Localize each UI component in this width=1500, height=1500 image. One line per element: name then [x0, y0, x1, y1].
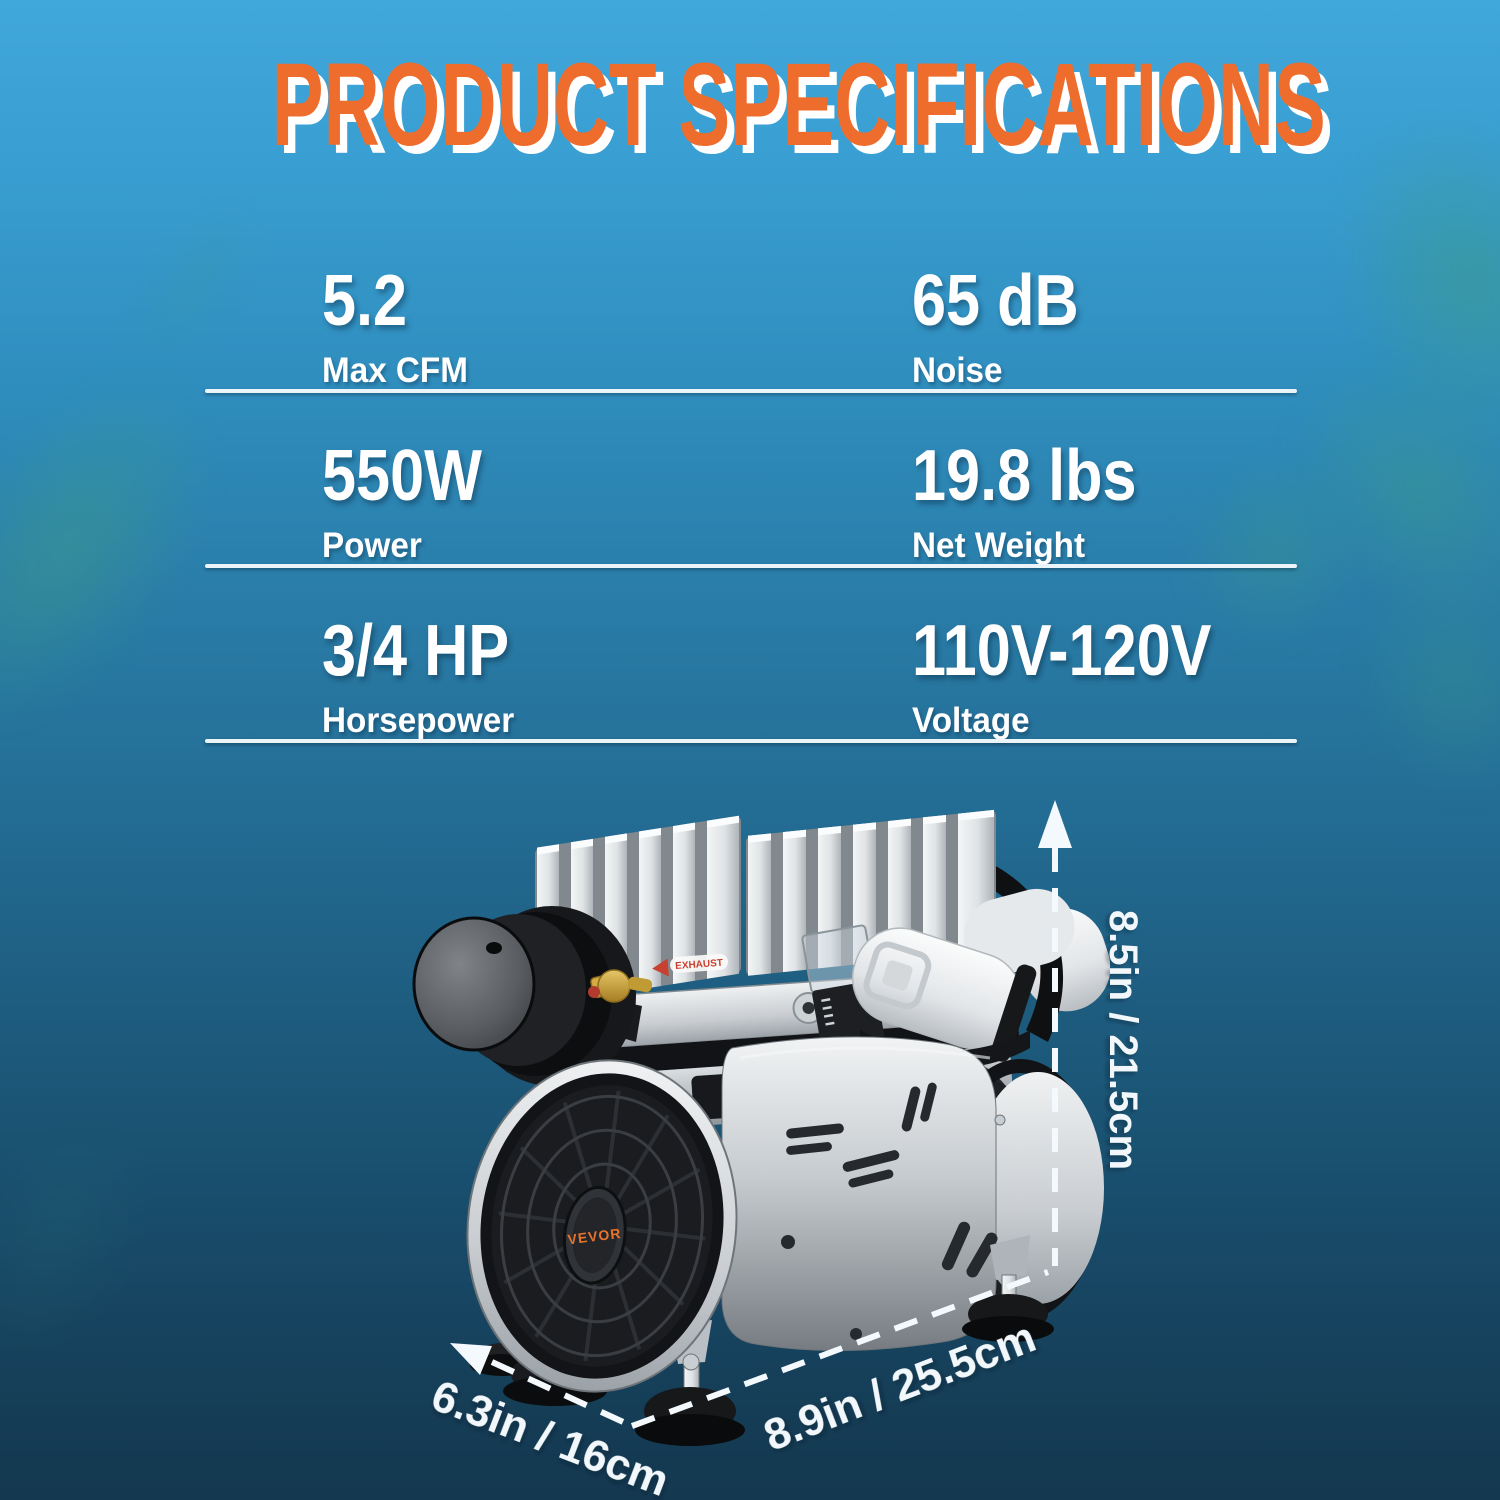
brass-valve	[588, 969, 653, 1003]
muffler-canister	[412, 906, 642, 1086]
arrow-up-icon	[1038, 800, 1072, 848]
capacitor-front	[851, 927, 1037, 1062]
page-title-text: PRODUCT SPECIFICATIONS	[271, 39, 1326, 171]
capacitor-rear	[963, 888, 1075, 975]
width-dimension-line	[490, 1359, 634, 1429]
page-title: PRODUCT SPECIFICATIONS	[0, 46, 1500, 164]
spec-value-weight: 19.8 lbs	[912, 436, 1137, 516]
divider	[205, 389, 1297, 393]
product-image: EXHAUST	[412, 809, 1110, 1446]
depth-dimension-line	[630, 1269, 1050, 1429]
spec-label-horsepower: Horsepower	[322, 701, 515, 740]
spec-value-max-cfm: 5.2	[322, 261, 408, 341]
spec-label-max-cfm: Max CFM	[322, 351, 468, 390]
spec-label-power: Power	[322, 526, 422, 565]
spec-label-weight: Net Weight	[912, 526, 1086, 565]
height-dimension-label: 8.5in / 21.5cm	[1101, 910, 1145, 1170]
arrow-left-icon	[450, 1343, 492, 1375]
fan-assembly: VEVOR	[466, 1059, 738, 1393]
divider	[205, 739, 1297, 743]
spec-value-power: 550W	[322, 436, 482, 516]
spec-label-voltage: Voltage	[912, 701, 1030, 740]
vent-slots	[781, 1082, 998, 1340]
spec-value-horsepower: 3/4 HP	[322, 611, 510, 691]
exhaust-label: EXHAUST	[675, 958, 723, 972]
width-dimension-label: 6.3in / 16cm	[425, 1371, 675, 1500]
exhaust-marker: EXHAUST	[652, 953, 728, 977]
suction-foot	[962, 1235, 1054, 1342]
spec-value-noise: 65 dB	[912, 261, 1079, 341]
depth-dimension-label: 8.9in / 25.5cm	[757, 1312, 1042, 1460]
divider	[205, 564, 1297, 568]
spec-value-voltage: 110V-120V	[912, 611, 1212, 691]
spec-label-noise: Noise	[912, 351, 1003, 390]
brand-logo: VEVOR	[567, 1225, 623, 1247]
exhaust-arrow-icon	[652, 958, 669, 977]
